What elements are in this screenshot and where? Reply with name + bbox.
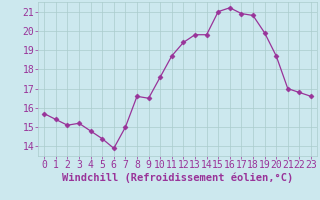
X-axis label: Windchill (Refroidissement éolien,°C): Windchill (Refroidissement éolien,°C) bbox=[62, 173, 293, 183]
